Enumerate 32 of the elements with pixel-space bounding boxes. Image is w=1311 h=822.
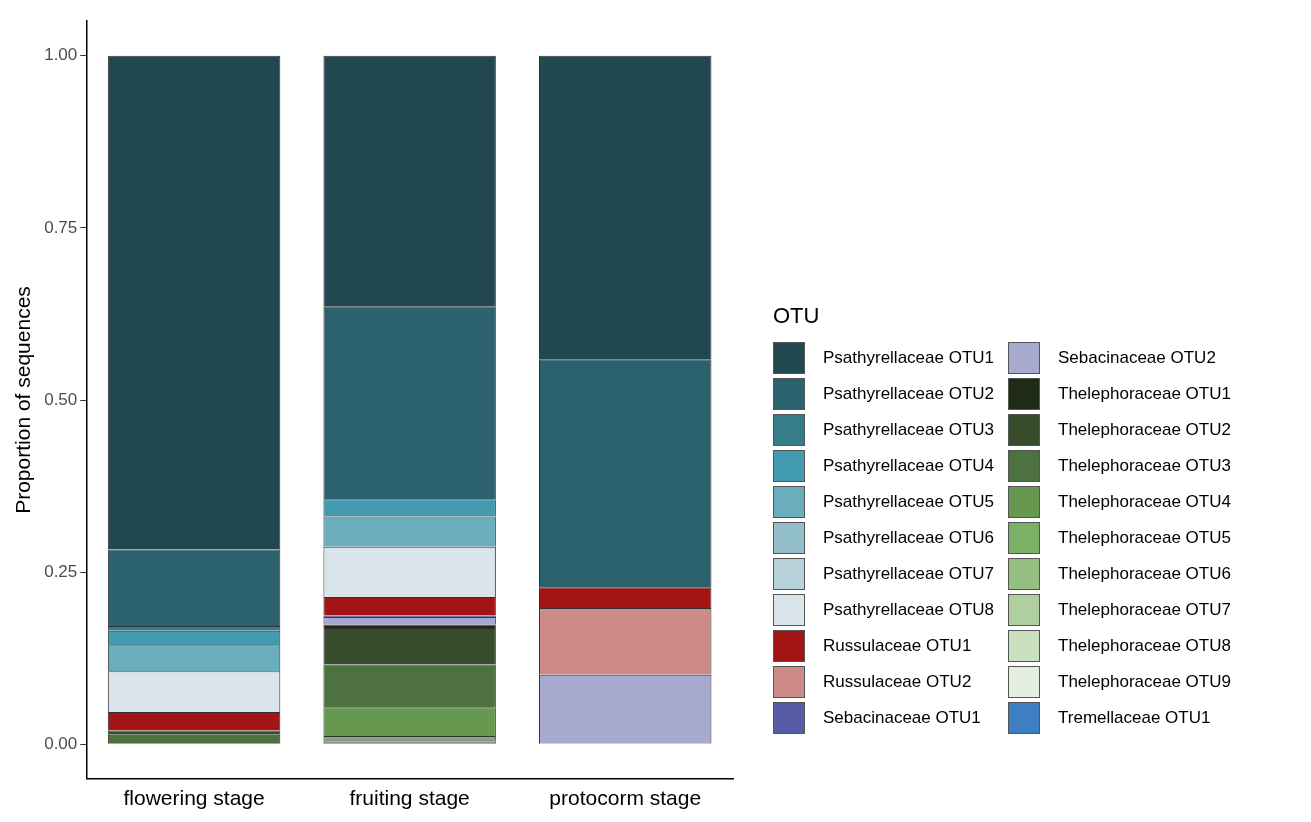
y-tick-label: 0.00	[44, 734, 78, 754]
legend-label: Psathyrellaceae OTU8	[823, 600, 995, 620]
y-tick-label: 0.25	[44, 561, 78, 581]
legend-label: Psathyrellaceae OTU6	[823, 528, 995, 548]
y-tick-label: 0.50	[44, 389, 78, 409]
legend-label: Sebacinaceae OTU1	[823, 708, 981, 728]
legend-label: Tremellaceae OTU1	[1058, 708, 1211, 728]
legend-label: Russulaceae OTU1	[823, 636, 972, 656]
legend-label: Thelephoraceae OTU9	[1058, 672, 1231, 692]
legend-label: Thelephoraceae OTU3	[1058, 456, 1231, 476]
x-tick-label: flowering stage	[123, 786, 265, 810]
legend-label: Sebacinaceae OTU2	[1058, 348, 1216, 368]
y-axis-title: Proportion of sequences	[11, 286, 35, 514]
legend-label: Thelephoraceae OTU8	[1058, 636, 1231, 656]
legend-label: Psathyrellaceae OTU4	[823, 456, 995, 476]
y-tick-label: 0.75	[44, 217, 78, 237]
legend-label: Thelephoraceae OTU5	[1058, 528, 1231, 548]
legend-label: Psathyrellaceae OTU2	[823, 384, 995, 404]
legend-label: Thelephoraceae OTU2	[1058, 420, 1231, 440]
legend-label: Psathyrellaceae OTU1	[823, 348, 995, 368]
legend-label: Psathyrellaceae OTU5	[823, 492, 995, 512]
y-tick-label: 1.00	[44, 45, 78, 65]
legend-label: Psathyrellaceae OTU3	[823, 420, 995, 440]
legend-label: Russulaceae OTU2	[823, 672, 972, 692]
legend-label: Thelephoraceae OTU7	[1058, 600, 1231, 620]
legend-label: Psathyrellaceae OTU7	[823, 564, 995, 584]
x-tick-label: protocorm stage	[549, 786, 702, 810]
x-tick-label: fruiting stage	[349, 786, 470, 810]
legend-label: Thelephoraceae OTU6	[1058, 564, 1231, 584]
legend-label: Thelephoraceae OTU4	[1058, 492, 1231, 512]
legend-label: Thelephoraceae OTU1	[1058, 384, 1231, 404]
legend-title: OTU	[773, 303, 821, 328]
